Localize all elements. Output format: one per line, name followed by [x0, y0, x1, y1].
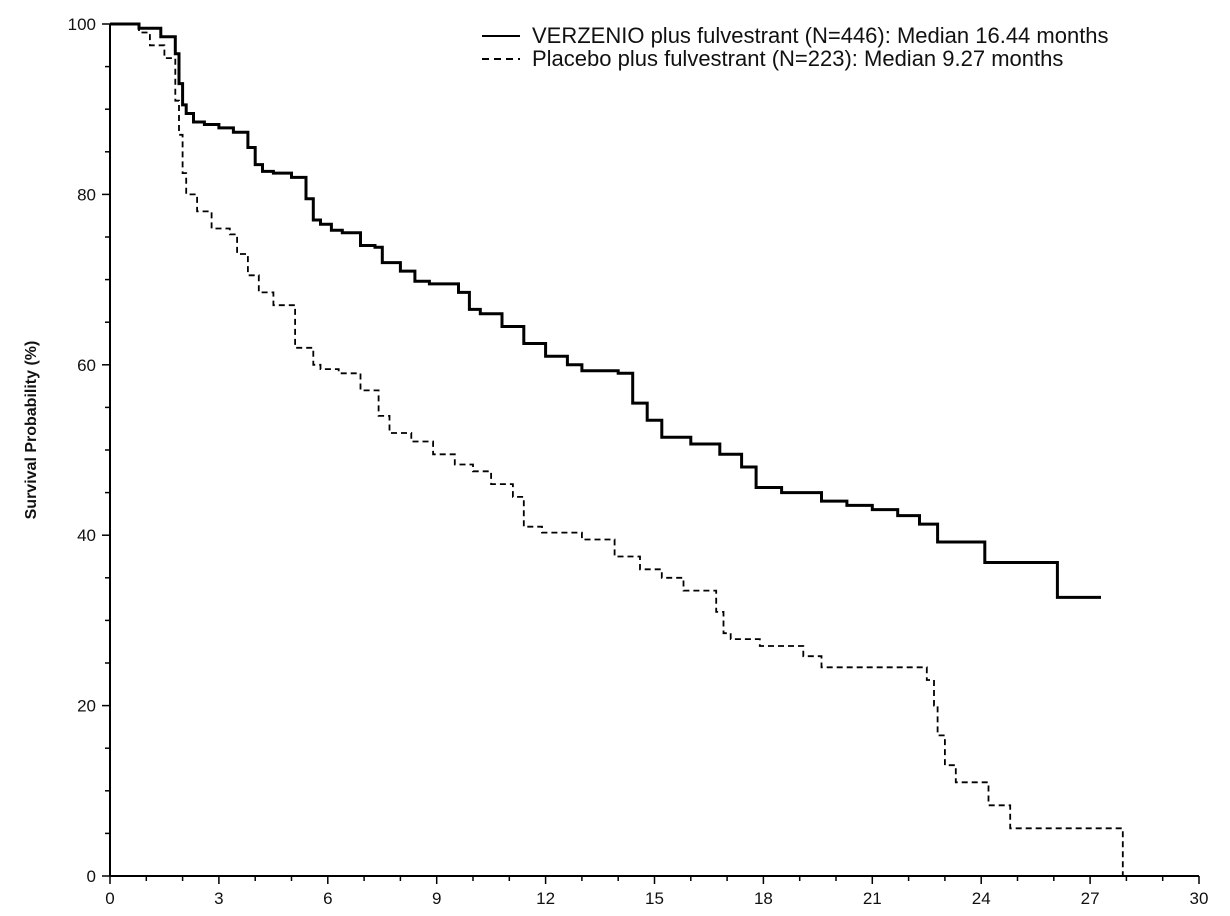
x-tick-label: 30 — [1190, 889, 1209, 908]
legend: VERZENIO plus fulvestrant (N=446): Media… — [482, 23, 1109, 71]
series-layer — [110, 22, 1124, 876]
x-tick-label: 9 — [432, 889, 441, 908]
y-axis: 0 20 40 60 80 100 — [68, 15, 111, 886]
x-tick-label: 3 — [214, 889, 223, 908]
y-axis-title: Survival Probability (%) — [23, 341, 40, 520]
x-tick-label: 0 — [105, 889, 114, 908]
x-tick-label: 18 — [754, 889, 773, 908]
x-tick-label: 27 — [1081, 889, 1100, 908]
x-tick-label: 12 — [536, 889, 555, 908]
y-tick-label: 60 — [77, 356, 96, 375]
y-tick-label: 80 — [77, 185, 96, 204]
y-tick-label: 40 — [77, 526, 96, 545]
x-tick-label: 21 — [863, 889, 882, 908]
placebo-survival-curve — [110, 23, 1124, 876]
y-tick-label: 100 — [68, 15, 96, 34]
y-tick-label: 20 — [77, 697, 96, 716]
x-axis: 0 3 6 9 12 15 18 21 24 27 30 — [105, 875, 1209, 908]
x-tick-label: 15 — [645, 889, 664, 908]
legend-label-placebo: Placebo plus fulvestrant (N=223): Median… — [532, 46, 1063, 71]
x-tick-label: 24 — [972, 889, 991, 908]
y-tick-label: 0 — [87, 867, 96, 886]
verzenio-survival-curve — [110, 22, 1101, 599]
x-tick-label: 6 — [323, 889, 332, 908]
legend-label-verzenio: VERZENIO plus fulvestrant (N=446): Media… — [532, 23, 1109, 48]
